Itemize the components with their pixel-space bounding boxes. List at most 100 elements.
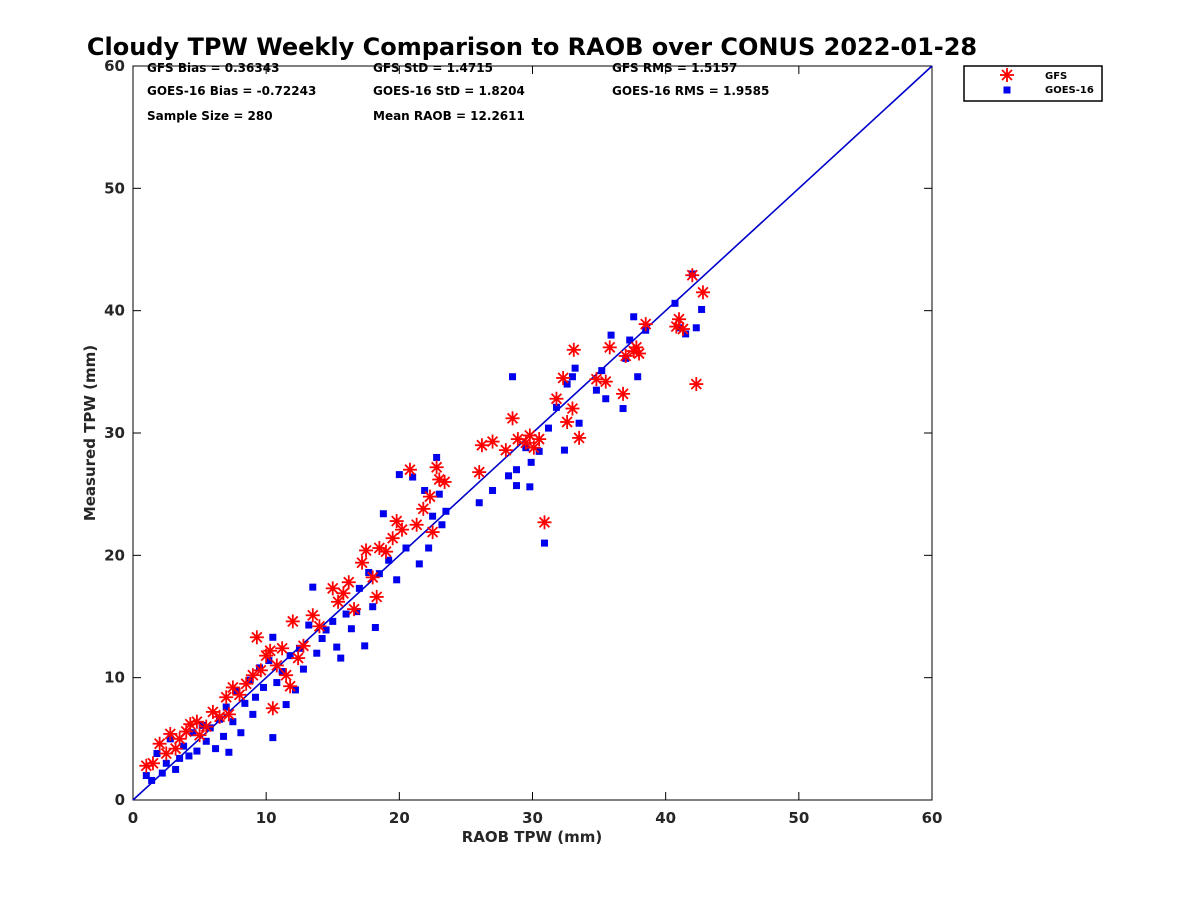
gfs-point [365,570,380,585]
gfs-point [152,736,167,751]
gfs-point [205,704,220,719]
gfs-point [598,374,613,389]
gfs-point [265,701,280,716]
gfs-point [331,594,346,609]
goes16-point [415,560,423,568]
goes16-point [202,737,210,745]
goes16-point [260,683,268,691]
axis-ticks: 0 10 20 30 40 50 60 0 10 20 30 40 50 60 [104,57,942,827]
gfs-point [369,589,384,604]
goes16-point [265,657,273,665]
goes16-point [318,635,326,643]
gfs-point [485,434,500,449]
goes16-point [313,649,321,657]
goes16-point [571,364,579,372]
goes16-point [229,718,237,726]
goes16-point [361,642,369,650]
gfs-point [560,414,575,429]
gfs-point [616,386,631,401]
goes16-point [269,734,277,742]
gfs-point [549,391,564,406]
goes16-point [249,710,257,718]
x-tick-label: 30 [522,809,543,827]
y-tick-label: 40 [104,302,125,320]
gfs-point [379,544,394,559]
gfs-point [518,435,533,450]
gfs-point [532,432,547,447]
gfs-point [275,641,290,656]
gfs-point [341,575,356,590]
goes16-point [540,539,548,547]
stat-gfs-std: GFS StD = 1.4715 [373,61,493,75]
goes16-point [626,336,634,344]
goes16-point [607,331,615,339]
goes16-point [505,472,513,480]
x-tick-label: 60 [922,809,943,827]
goes16-point [671,299,679,307]
gfs-point [296,638,311,653]
goes16-point [402,544,410,552]
gfs-point [526,440,541,455]
gfs-point [409,517,424,532]
y-tick-label: 30 [104,424,125,442]
goes16-point [206,724,214,732]
goes16-point [425,544,433,552]
gfs-point [269,658,284,673]
gfs-point [312,619,327,634]
goes16-point [299,665,307,673]
gfs-point [179,724,194,739]
stat-mean-raob: Mean RAOB = 12.2611 [373,109,525,123]
gfs-point [402,462,417,477]
goes16-point [153,750,161,758]
goes16-point [634,373,642,381]
goes16-point [409,473,417,481]
legend-goes16-marker [1003,86,1011,94]
x-tick-label: 20 [389,809,410,827]
stat-goes-bias: GOES-16 Bias = -0.72243 [147,84,316,98]
goes16-point [158,769,166,777]
gfs-point [145,756,160,771]
goes16-point [252,693,260,701]
goes16-point [225,748,233,756]
stat-sample-size: Sample Size = 280 [147,109,273,123]
gfs-point [565,401,580,416]
goes16-point [142,772,150,780]
goes16-point [698,305,706,313]
gfs-point [602,340,617,355]
goes16-point [282,701,290,709]
goes16-point [475,499,483,507]
stat-gfs-bias: GFS Bias = 0.36343 [147,61,279,75]
gfs-point [472,465,487,480]
goes16-point [598,367,606,375]
gfs-point [355,555,370,570]
goes16-point [442,507,450,515]
goes16-point [222,703,230,711]
x-axis-label: RAOB TPW (mm) [462,828,603,846]
goes16-point [322,626,330,634]
gfs-point [219,690,234,705]
gfs-point [336,586,351,601]
goes16-point [193,747,201,755]
legend-box [963,65,1103,102]
goes16-point [602,395,610,403]
y-tick-label: 60 [104,57,125,75]
goes16-point [291,686,299,694]
goes16-point [162,759,170,767]
goes16-point [371,624,379,632]
gfs-point [192,728,207,743]
goes16-point [526,483,534,491]
x-tick-label: 10 [256,809,277,827]
gfs-point [347,602,362,617]
goes16-point [212,745,220,753]
y-tick-label: 20 [104,546,125,564]
gfs-point [632,346,647,361]
x-tick-label: 50 [788,809,809,827]
goes16-point [286,652,294,660]
goes16-point [489,486,497,494]
goes16-point [172,765,180,773]
goes16-point [395,471,403,479]
gfs-point [221,707,236,722]
gfs-point [253,663,268,678]
y-tick-label: 10 [104,669,125,687]
gfs-point [675,322,690,337]
